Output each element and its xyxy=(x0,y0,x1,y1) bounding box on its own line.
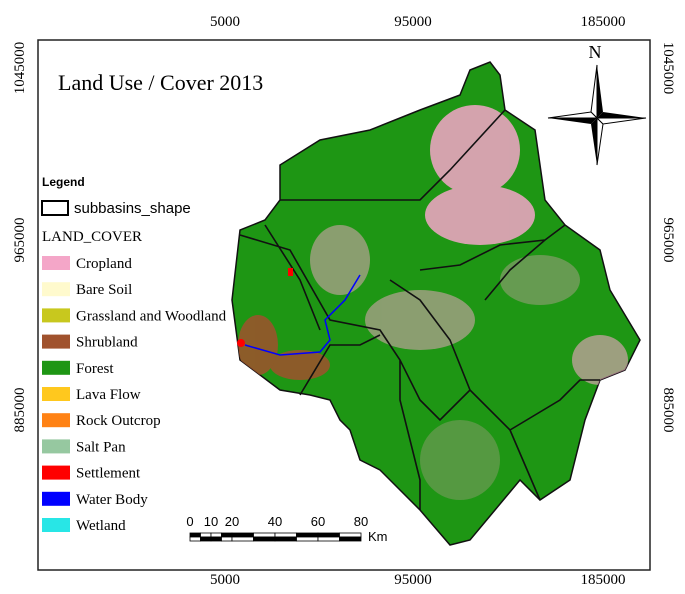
map-title: Land Use / Cover 2013 xyxy=(58,70,263,95)
scale-segment xyxy=(317,536,340,542)
x-tick: 5000 xyxy=(210,572,240,588)
legend-swatch xyxy=(42,491,70,506)
legend-swatch xyxy=(42,413,70,428)
scale-segment xyxy=(200,532,212,538)
legend-label: Water Body xyxy=(76,492,148,508)
scale-segment xyxy=(296,532,319,538)
scale-tick: 40 xyxy=(268,514,282,529)
scale-segment xyxy=(274,536,297,542)
scale-segment xyxy=(189,532,201,538)
legend-label: Grassland and Woodland xyxy=(76,308,227,324)
legend: Legend subbasins_shape LAND_COVER Cropla… xyxy=(41,175,227,534)
legend-swatch xyxy=(42,334,70,349)
y-tick: 885000 xyxy=(12,388,28,433)
legend-label: Lava Flow xyxy=(76,387,141,403)
scale-tick: 80 xyxy=(354,514,368,529)
legend-swatch xyxy=(42,465,70,480)
legend-title: Legend xyxy=(42,175,85,189)
scale-segment xyxy=(296,536,319,542)
legend-swatch xyxy=(42,387,70,401)
scale-tick: 10 xyxy=(204,514,218,529)
legend-label: Settlement xyxy=(76,466,141,482)
x-tick: 185000 xyxy=(581,14,626,30)
ticks-side: 1045000 965000 885000 1045000 965000 885… xyxy=(12,42,676,433)
scale-segment xyxy=(221,536,233,542)
scale-segment xyxy=(210,536,222,542)
north-label: N xyxy=(589,42,602,62)
legend-label: Shrubland xyxy=(76,335,138,351)
legend-swatch xyxy=(42,360,70,375)
x-tick: 95000 xyxy=(394,572,432,588)
scale-bar: Km 0 10 20 40 60 80 xyxy=(186,514,387,544)
scale-segment xyxy=(317,532,340,538)
scale-segment xyxy=(231,532,254,538)
scale-tick: 60 xyxy=(311,514,325,529)
x-tick: 5000 xyxy=(210,14,240,30)
scale-unit: Km xyxy=(368,529,388,544)
boundary-swatch xyxy=(41,200,69,216)
y-tick: 885000 xyxy=(660,388,676,433)
boundary-label: subbasins_shape xyxy=(74,200,191,217)
scale-segment xyxy=(200,536,212,542)
legend-swatch xyxy=(42,518,70,532)
scale-segment xyxy=(253,536,276,542)
legend-label: Bare Soil xyxy=(76,282,132,298)
x-tick: 185000 xyxy=(581,572,626,588)
legend-label: Rock Outcrop xyxy=(76,413,161,429)
legend-label: Forest xyxy=(76,361,114,377)
scale-tick: 20 xyxy=(225,514,239,529)
scale-tick: 0 xyxy=(186,514,193,529)
scale-segment xyxy=(189,536,201,542)
basin xyxy=(231,61,641,546)
y-tick: 1045000 xyxy=(12,42,28,95)
legend-swatch xyxy=(42,282,70,297)
legend-swatch xyxy=(42,308,70,323)
legend-label: Wetland xyxy=(76,518,126,534)
scale-segment xyxy=(221,532,233,538)
scale-segment xyxy=(274,532,297,538)
north-arrow: N xyxy=(547,42,647,166)
scale-segment xyxy=(231,536,254,542)
scale-segment xyxy=(210,532,222,538)
x-tick: 95000 xyxy=(394,14,432,30)
legend-swatch xyxy=(42,256,70,270)
legend-group: LAND_COVER xyxy=(42,229,142,245)
legend-label: Salt Pan xyxy=(76,439,126,455)
y-tick: 965000 xyxy=(12,218,28,263)
scale-segment xyxy=(339,532,362,538)
legend-swatch xyxy=(42,439,70,454)
legend-label: Cropland xyxy=(76,256,132,272)
y-tick: 1045000 xyxy=(660,42,676,95)
scale-segment xyxy=(253,532,276,538)
scale-segment xyxy=(339,536,362,542)
y-tick: 965000 xyxy=(660,218,676,263)
ticks-top: 5000 95000 185000 5000 95000 185000 xyxy=(210,14,626,588)
